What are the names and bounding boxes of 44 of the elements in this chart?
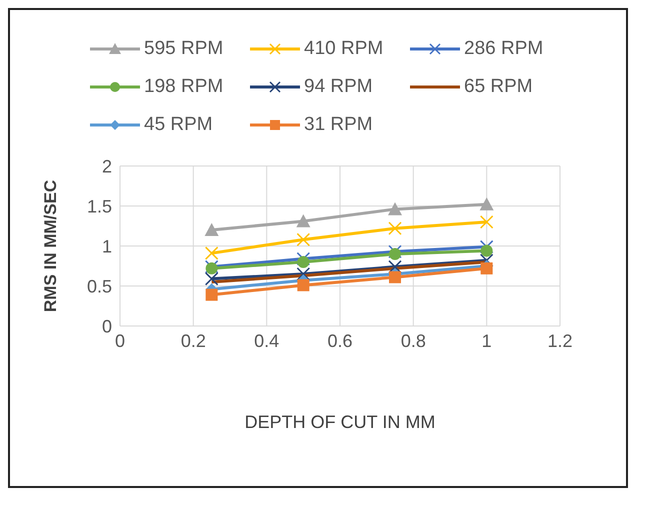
y-tick-label: 1.5 [86,196,112,216]
point [480,262,493,274]
point [206,288,218,301]
point [389,248,401,260]
y-axis-title: RMS IN MM/SEC [41,180,60,312]
x-tick-label: 1 [482,330,492,351]
x-tick-label: 0.6 [327,330,353,351]
legend-label: 286 RPM [464,38,544,60]
x-axis-title: DEPTH OF CUT IN MM [244,412,436,432]
legend-label: 410 RPM [304,38,384,60]
legend-label: 198 RPM [144,76,224,98]
x-tick-label: 0.4 [254,330,280,351]
point [204,246,218,260]
y-tick-label: 2 [102,156,112,176]
x-tick-label: 0 [114,330,126,351]
y-tick-label: 0.5 [86,276,112,296]
point [480,244,493,257]
legend-label: 94 RPM [304,76,373,98]
point [204,223,219,236]
point [296,232,310,246]
point [204,272,218,286]
x-tick-label: 0.8 [400,330,426,351]
legend-label: 65 RPM [464,76,533,98]
point [297,279,310,292]
point [388,222,402,236]
point [389,271,401,284]
legend-label: 595 RPM [144,38,224,60]
point [480,240,494,254]
x-tick-label: 1.2 [547,330,573,351]
point [297,256,310,268]
point [480,197,494,210]
x-tick-label: 0.2 [180,330,206,351]
point [480,215,494,229]
point [296,252,310,266]
legend-label: 45 RPM [144,114,213,136]
point [388,244,402,258]
y-tick-label: 0 [102,316,112,336]
point [296,214,310,228]
point [296,267,310,281]
point [388,260,402,274]
y-tick-label: 1 [102,236,112,256]
legend-label: 31 RPM [304,114,373,136]
point [480,254,494,268]
point [388,202,402,216]
